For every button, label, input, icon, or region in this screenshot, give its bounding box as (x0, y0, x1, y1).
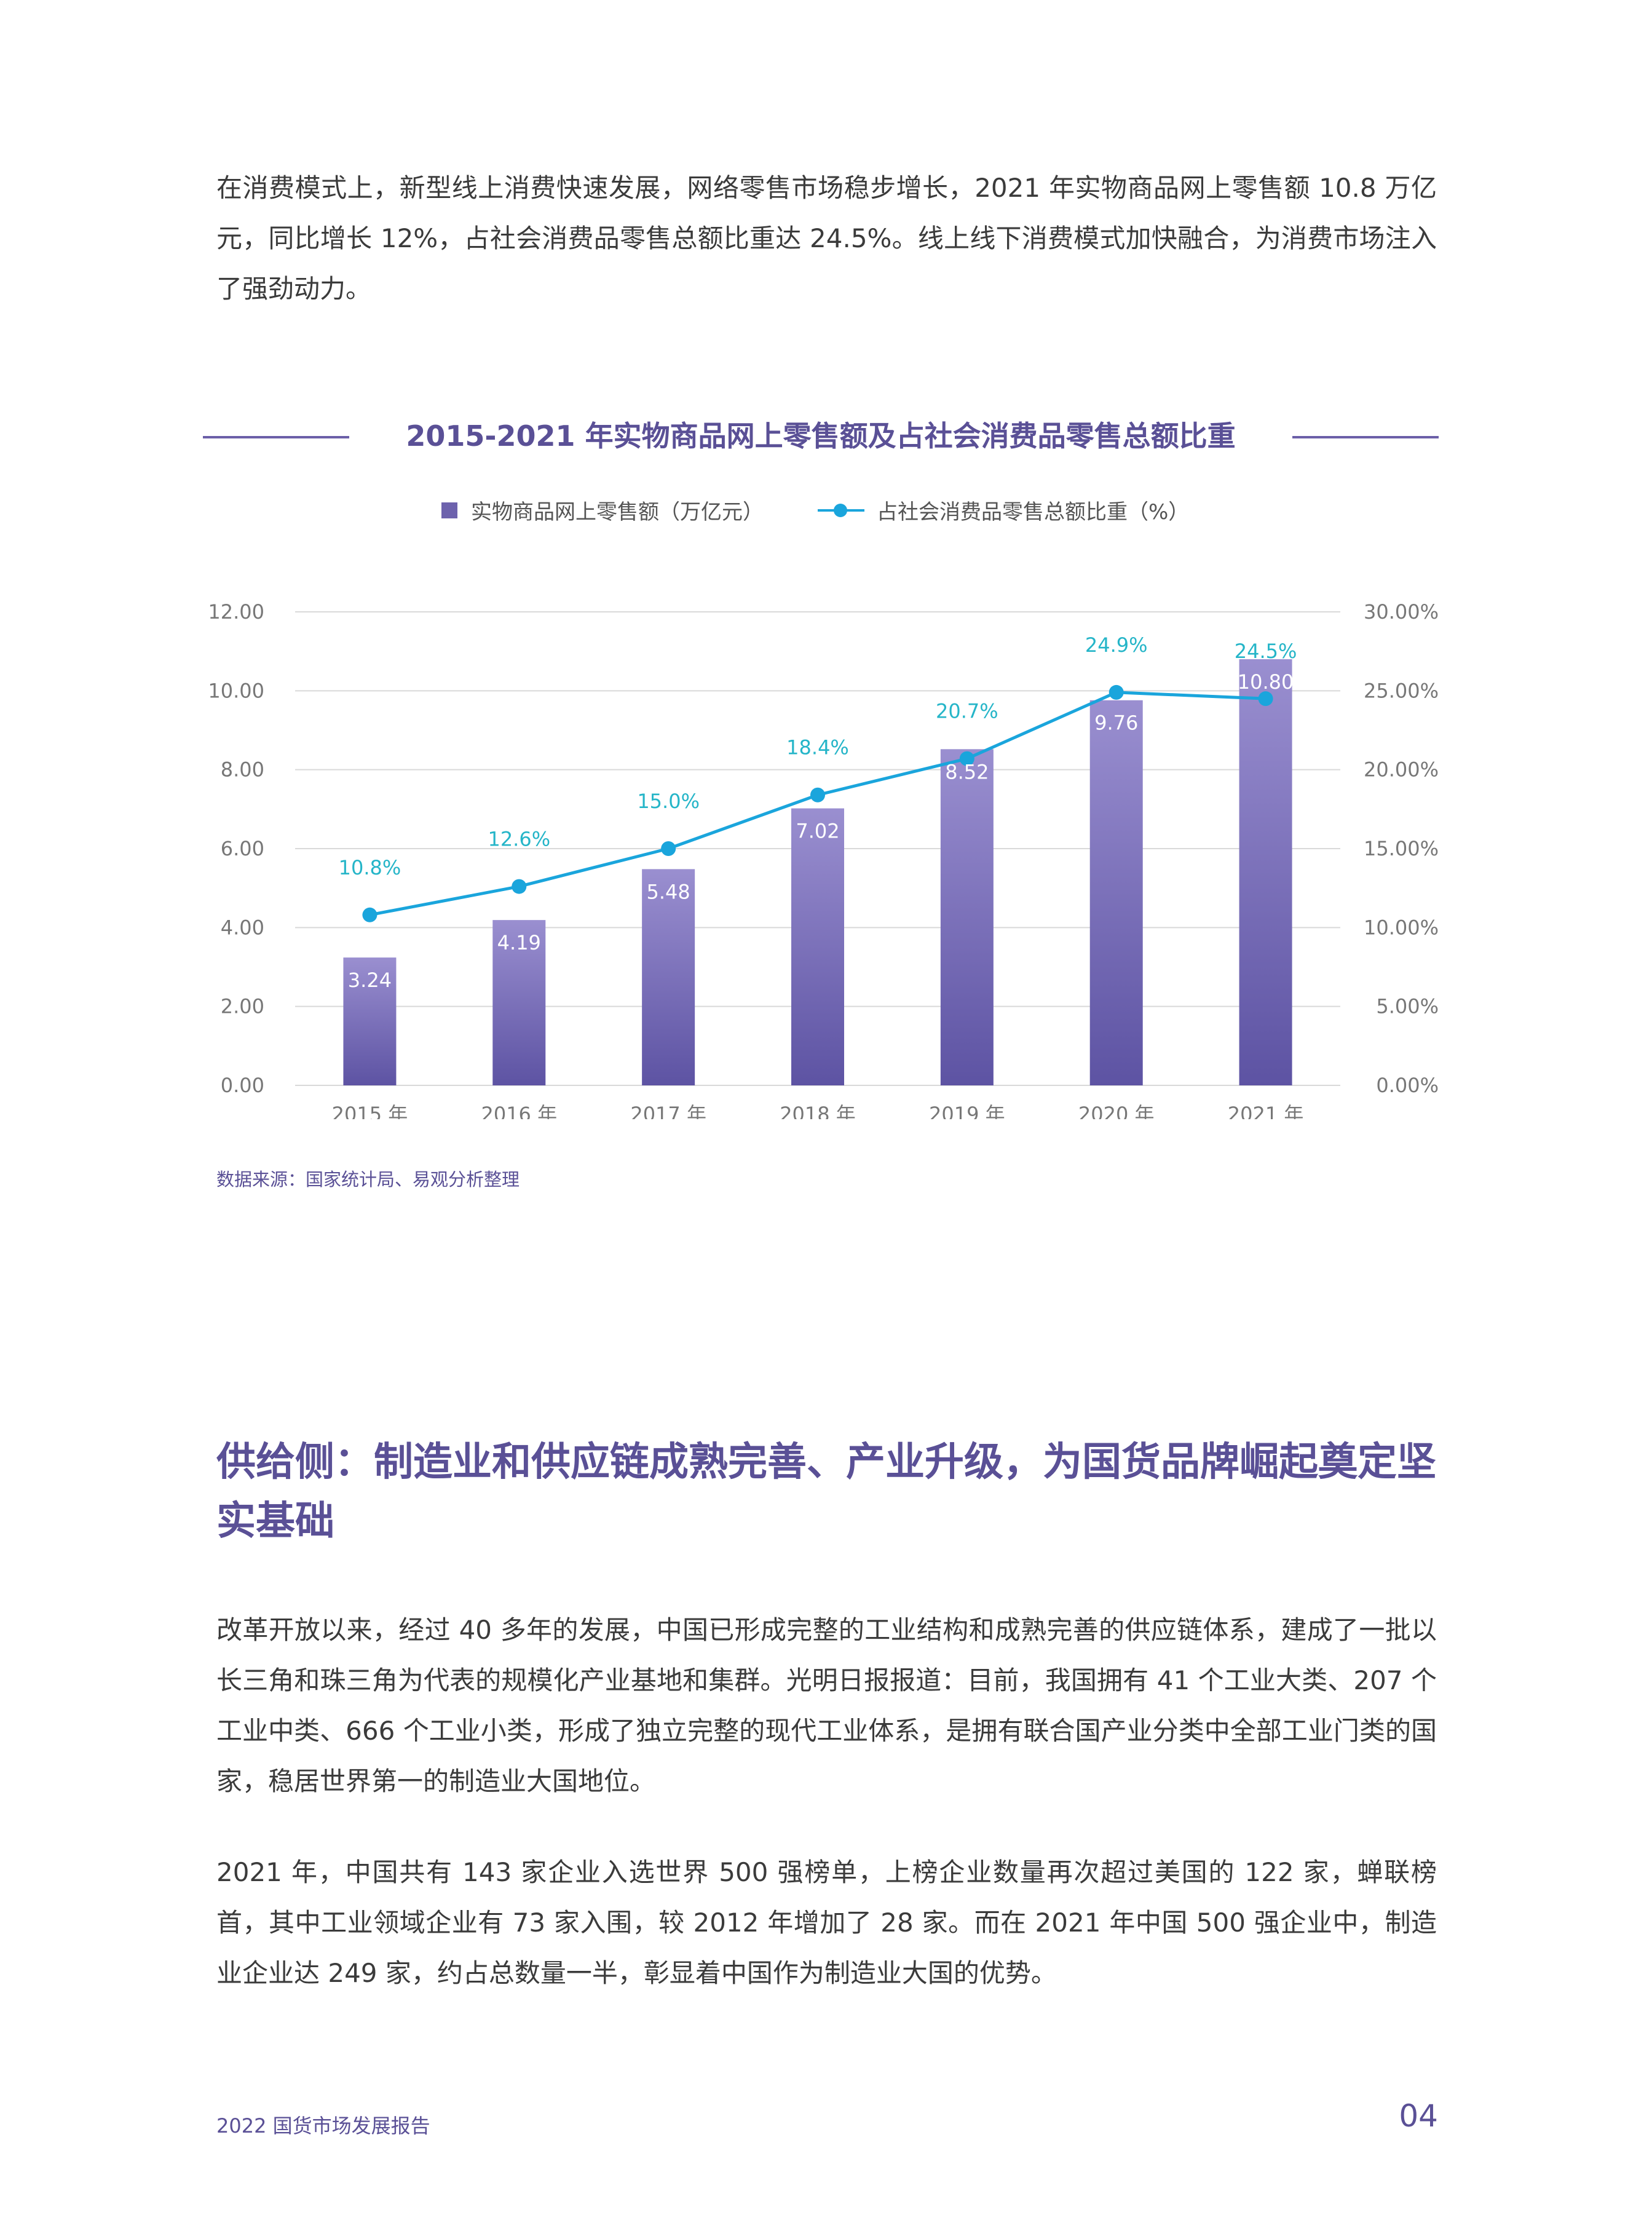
bar (1239, 659, 1292, 1085)
y-right-tick-label: 20.00% (1364, 758, 1439, 782)
bar (1089, 700, 1143, 1085)
line-point (362, 907, 377, 922)
bar (791, 808, 844, 1085)
line-value-label: 20.7% (936, 700, 998, 723)
line-point (661, 841, 676, 856)
chart-title: 2015-2021 年实物商品网上零售额及占社会消费品零售总额比重 (406, 419, 1236, 453)
bar-value-label: 5.48 (647, 880, 690, 903)
combo-chart: 0.00 2.00 4.00 6.00 8.00 10.00 12.00 0.00% 5.00%… (208, 600, 1439, 1119)
y-right-tick-label: 0.00% (1376, 1074, 1439, 1097)
y-right-tick-label: 10.00% (1364, 916, 1439, 939)
title-decoration-right (1292, 436, 1439, 438)
legend-item-bar: 实物商品网上零售额（万亿元） (441, 495, 764, 525)
bar (940, 749, 994, 1085)
bar-value-label: 4.19 (497, 931, 541, 954)
line-point (1258, 691, 1273, 707)
line-value-label: 10.8% (339, 856, 401, 879)
line-value-label: 18.4% (786, 736, 849, 759)
x-tick-label: 2021 年 (1228, 1103, 1304, 1119)
y-left-tick-label: 2.00 (221, 995, 264, 1018)
bar-value-label: 10.80 (1238, 670, 1294, 694)
bar (642, 869, 695, 1085)
legend-item-line: 占社会消费品零售总额比重（%） (818, 495, 1189, 525)
x-tick-label: 2018 年 (780, 1103, 856, 1119)
bar-value-label: 9.76 (1094, 711, 1138, 735)
chart-source: 数据来源：国家统计局、易观分析整理 (216, 1169, 520, 1190)
body-paragraph-fortune500: 2021 年，中国共有 143 家企业入选世界 500 强榜单，上榜企业数量再次… (216, 1857, 1437, 1988)
body-paragraph-industry: 改革开放以来，经过 40 多年的发展，中国已形成完整的工业结构和成熟完善的供应链… (216, 1615, 1437, 1796)
x-tick-label: 2020 年 (1078, 1103, 1155, 1119)
title-decoration-left (203, 436, 349, 438)
bar (343, 957, 397, 1085)
intro-paragraph: 在消费模式上，新型线上消费快速发展，网络零售市场稳步增长，2021 年实物商品网… (216, 173, 1437, 304)
bar (492, 920, 546, 1085)
bar-value-label: 3.24 (348, 969, 392, 992)
x-tick-label: 2015 年 (332, 1103, 408, 1119)
legend-line-label: 占社会消费品零售总额比重（%） (877, 500, 1190, 525)
x-tick-label: 2017 年 (630, 1103, 706, 1119)
bar-value-label: 8.52 (945, 760, 989, 783)
line-value-label: 12.6% (488, 828, 550, 851)
line-point (1109, 684, 1124, 700)
bar-value-label: 7.02 (796, 820, 839, 843)
y-left-tick-label: 10.00 (208, 679, 264, 702)
legend-bar-label: 实物商品网上零售额（万亿元） (471, 500, 764, 525)
y-left-tick-label: 12.00 (208, 600, 264, 624)
legend-line-swatch (818, 502, 864, 518)
y-left-tick-label: 4.00 (221, 916, 264, 939)
x-tick-label: 2016 年 (481, 1103, 557, 1119)
section-heading: 供给侧：制造业和供应链成熟完善、产业升级，为国货品牌崛起奠定坚实基础 (216, 1440, 1436, 1544)
y-left-tick-label: 0.00 (221, 1074, 264, 1097)
line-value-label: 24.5% (1235, 640, 1297, 663)
line-value-label: 24.9% (1085, 633, 1148, 657)
line-point (512, 879, 527, 894)
x-tick-label: 2019 年 (929, 1103, 1005, 1119)
y-right-tick-label: 15.00% (1364, 837, 1439, 860)
line-point (810, 787, 825, 802)
y-right-tick-label: 5.00% (1376, 995, 1439, 1018)
page-number: 04 (1399, 2098, 1438, 2134)
y-right-tick-label: 30.00% (1364, 600, 1439, 624)
y-left-tick-label: 8.00 (221, 758, 264, 782)
line-point (959, 751, 974, 766)
legend-bar-swatch (441, 502, 457, 518)
chart-title-block: 2015-2021 年实物商品网上零售额及占社会消费品零售总额比重 (203, 409, 1439, 464)
y-right-tick-label: 25.00% (1364, 679, 1439, 702)
line-value-label: 15.0% (637, 790, 700, 813)
y-left-tick-label: 6.00 (221, 837, 264, 860)
footer-report-title: 2022 国货市场发展报告 (216, 2114, 430, 2138)
